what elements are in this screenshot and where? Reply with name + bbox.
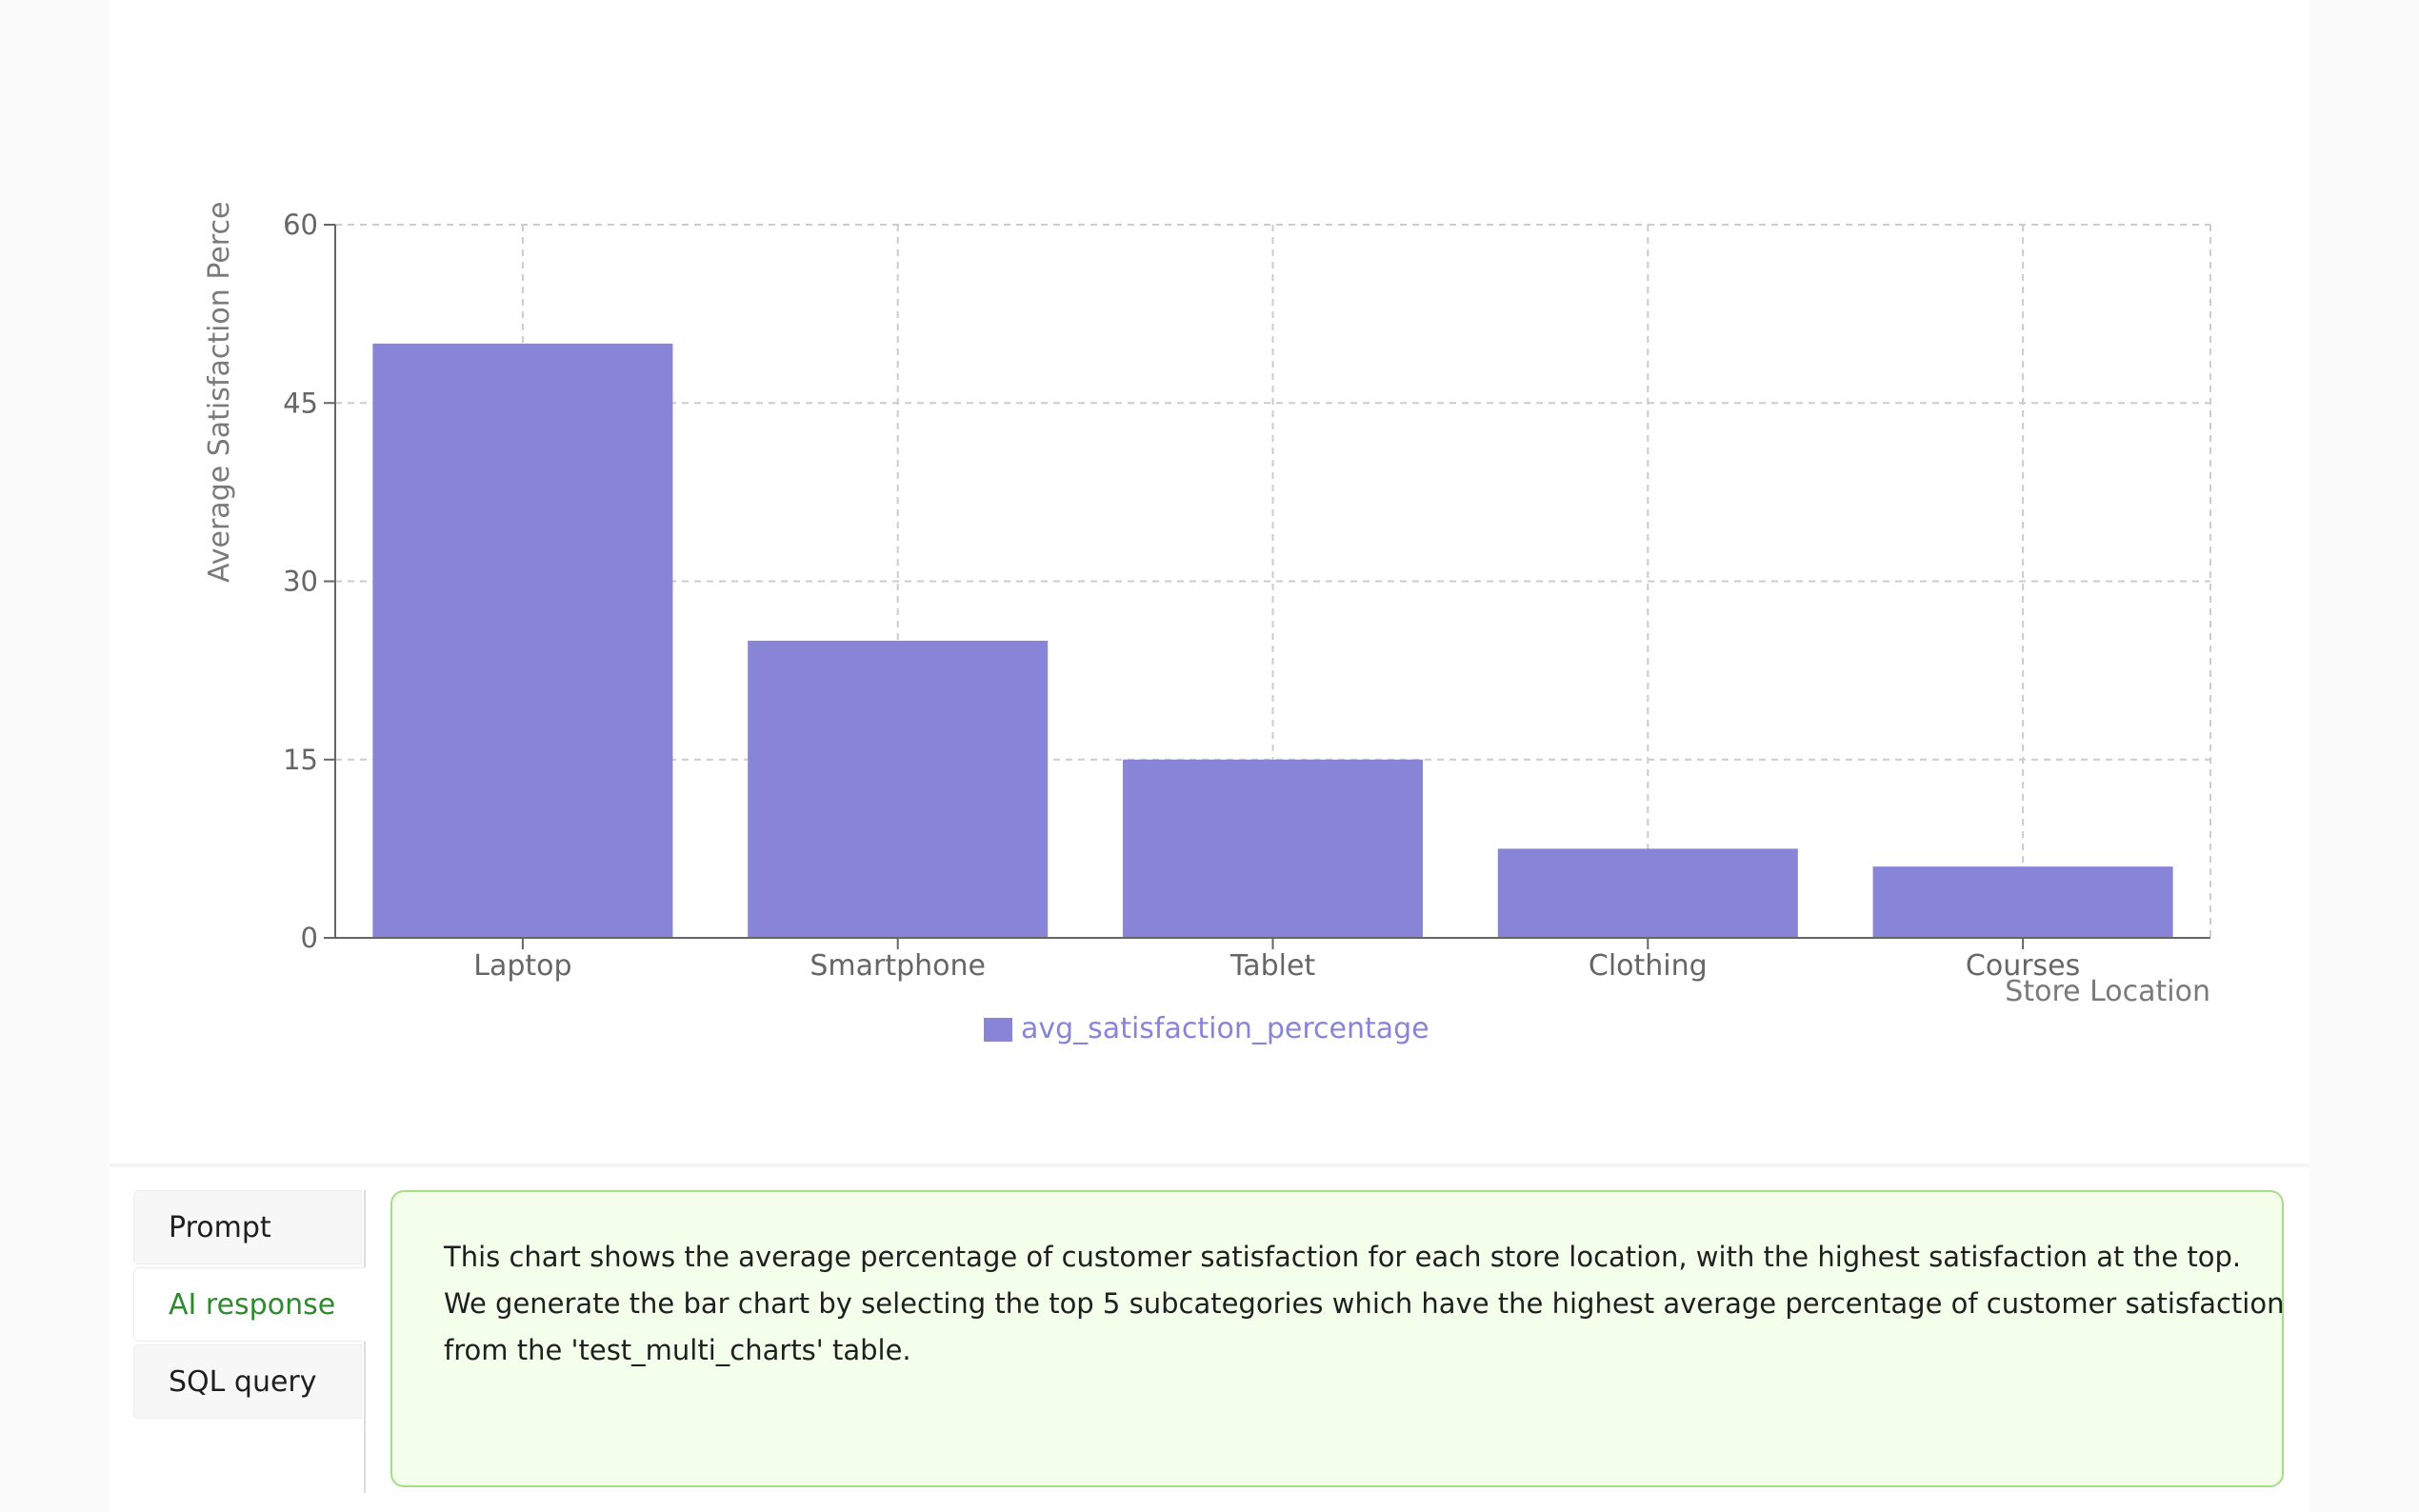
x-axis-label: Store Location [2005,975,2210,1008]
tab-ai-response[interactable]: AI response [133,1267,366,1342]
y-tick-label: 60 [283,209,318,241]
bar-smartphone [748,640,1049,938]
response-line: from the 'test_multi_charts' table. [444,1334,911,1366]
legend-swatch [984,1018,1012,1042]
bar-laptop [372,343,673,938]
chart-container: 0 15 30 45 60 Laptop Smartphone Tablet Clothing C… [203,202,2211,1045]
response-tabs: Prompt AI response SQL query [133,1190,366,1493]
bar-chart: 0 15 30 45 60 Laptop Smartphone Tablet Clothing C… [203,202,2211,1045]
legend-label: avg_satisfaction_percentage [1021,1012,1429,1045]
x-tick-label: Clothing [1589,949,1708,983]
section-divider [110,1164,2309,1167]
x-tick-label: Tablet [1229,949,1316,983]
x-tick-label: Courses [1966,949,2080,983]
response-line: We generate the bar chart by selecting t… [444,1287,2285,1320]
tab-sql-query[interactable]: SQL query [133,1344,362,1419]
ai-response-text: This chart shows the average percentage … [444,1234,2285,1374]
bar-courses [1872,866,2173,938]
bar-clothing [1497,848,1798,938]
y-tick-label: 0 [301,922,318,954]
tab-prompt[interactable]: Prompt [133,1190,362,1264]
response-line: This chart shows the average percentage … [444,1241,2242,1273]
x-tick-label: Smartphone [810,949,986,983]
y-tick-label: 15 [283,744,318,776]
bar-tablet [1122,759,1424,938]
y-tick-label: 45 [283,387,318,419]
x-tick-label: Laptop [473,949,571,983]
ai-response-box: This chart shows the average percentage … [390,1190,2284,1487]
y-axis-label: Average Satisfaction Perce [203,202,236,583]
y-tick-label: 30 [283,566,318,598]
